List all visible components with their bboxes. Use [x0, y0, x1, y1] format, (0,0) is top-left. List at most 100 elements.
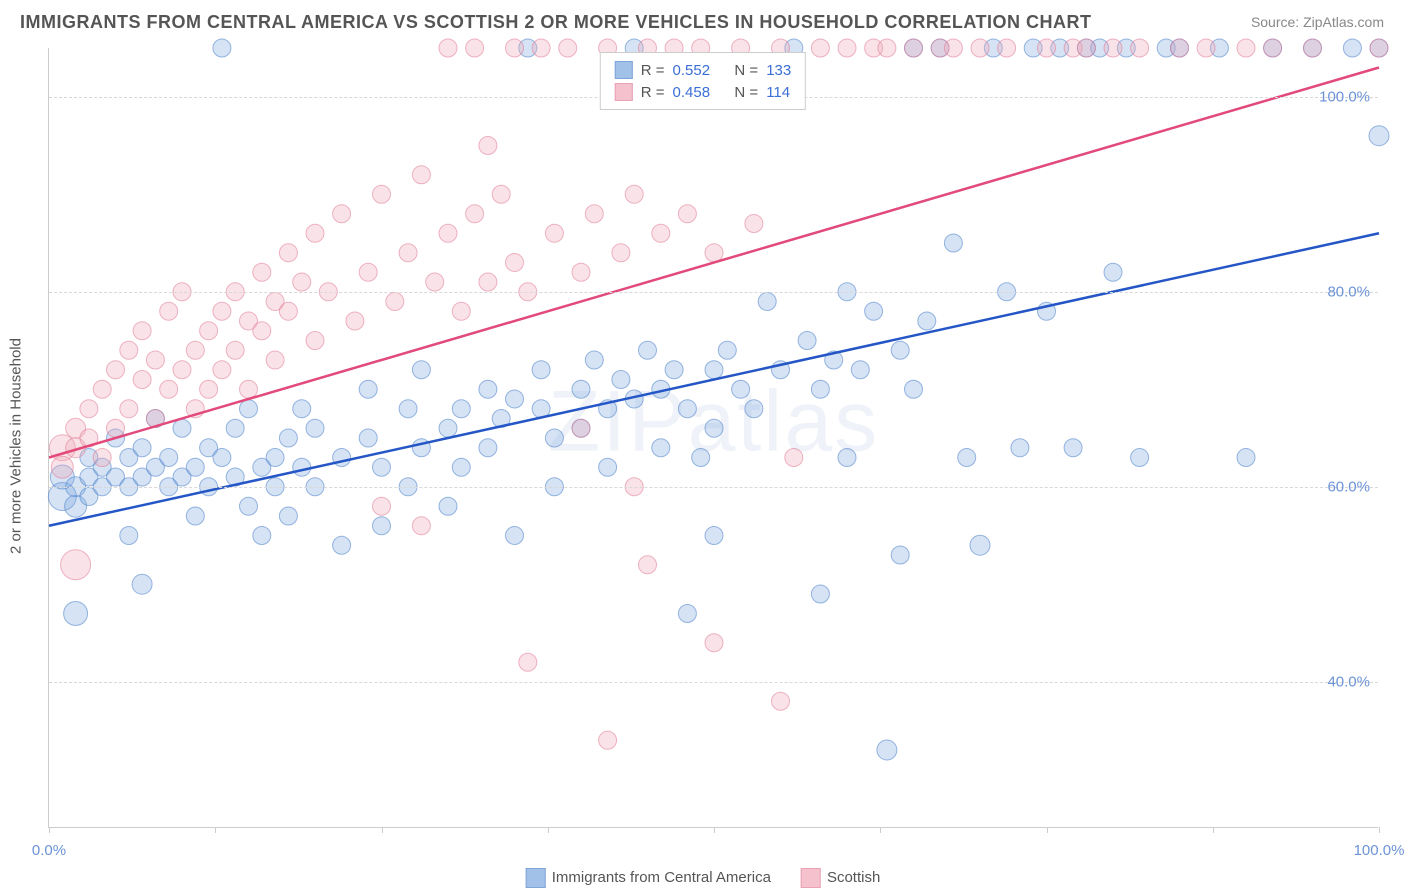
scatter-point — [160, 302, 178, 320]
scatter-point — [851, 361, 869, 379]
legend-label: Immigrants from Central America — [552, 869, 771, 886]
scatter-point — [918, 312, 936, 330]
scatter-point — [93, 449, 111, 467]
scatter-point — [572, 263, 590, 281]
scatter-point — [186, 341, 204, 359]
scatter-point — [279, 244, 297, 262]
scatter-point — [93, 380, 111, 398]
scatter-point — [80, 400, 98, 418]
stats-legend-box: R =0.552 N =133R =0.458 N =114 — [600, 52, 806, 110]
scatter-point — [652, 439, 670, 457]
scatter-point — [373, 497, 391, 515]
scatter-point — [811, 380, 829, 398]
scatter-point — [279, 302, 297, 320]
scatter-point — [678, 205, 696, 223]
scatter-point — [678, 605, 696, 623]
scatter-point — [678, 400, 696, 418]
scatter-point — [333, 205, 351, 223]
x-tick — [714, 827, 715, 833]
scatter-point — [107, 419, 125, 437]
scatter-point — [439, 419, 457, 437]
scatter-point — [333, 536, 351, 554]
scatter-point — [1038, 39, 1056, 57]
scatter-point — [612, 371, 630, 389]
y-tick-label: 80.0% — [1327, 283, 1370, 300]
n-value: 114 — [766, 84, 790, 101]
trend-line — [49, 68, 1379, 458]
scatter-point — [132, 574, 152, 594]
scatter-point — [173, 361, 191, 379]
legend-swatch — [615, 83, 633, 101]
scatter-point — [1304, 39, 1322, 57]
scatter-point — [665, 361, 683, 379]
scatter-point — [133, 439, 151, 457]
scatter-point — [186, 458, 204, 476]
scatter-point — [1264, 39, 1282, 57]
bottom-legend: Immigrants from Central AmericaScottish — [526, 868, 881, 888]
scatter-point — [1237, 39, 1255, 57]
scatter-point — [439, 497, 457, 515]
scatter-point — [213, 302, 231, 320]
r-value: 0.552 — [673, 62, 711, 79]
scatter-point — [585, 351, 603, 369]
x-tick — [382, 827, 383, 833]
r-label: R = — [641, 84, 665, 101]
scatter-point — [572, 380, 590, 398]
scatter-point — [399, 244, 417, 262]
scatter-point — [612, 244, 630, 262]
scatter-point — [266, 449, 284, 467]
scatter-point — [359, 429, 377, 447]
scatter-point — [160, 380, 178, 398]
plot-area: ZIPatlas 40.0%60.0%80.0%100.0% 0.0%100.0… — [48, 48, 1378, 828]
scatter-point — [373, 185, 391, 203]
scatter-point — [133, 371, 151, 389]
scatter-point — [359, 263, 377, 281]
scatter-point — [1197, 39, 1215, 57]
scatter-point — [173, 419, 191, 437]
scatter-point — [213, 39, 231, 57]
scatter-point — [944, 39, 962, 57]
scatter-point — [359, 380, 377, 398]
scatter-point — [1237, 449, 1255, 467]
scatter-point — [838, 39, 856, 57]
scatter-point — [160, 449, 178, 467]
scatter-point — [599, 731, 617, 749]
scatter-point — [970, 535, 990, 555]
scatter-point — [213, 361, 231, 379]
scatter-point — [120, 400, 138, 418]
scatter-point — [705, 419, 723, 437]
scatter-point — [279, 429, 297, 447]
scatter-point — [639, 341, 657, 359]
scatter-point — [838, 449, 856, 467]
scatter-point — [1343, 39, 1361, 57]
y-tick-label: 60.0% — [1327, 478, 1370, 495]
scatter-point — [253, 527, 271, 545]
scatter-point — [877, 740, 897, 760]
scatter-point — [373, 458, 391, 476]
x-tick — [215, 827, 216, 833]
scatter-point — [293, 400, 311, 418]
scatter-point — [306, 332, 324, 350]
source-label: Source: ZipAtlas.com — [1251, 14, 1384, 30]
scatter-point — [639, 556, 657, 574]
scatter-point — [439, 39, 457, 57]
r-label: R = — [641, 62, 665, 79]
n-label: N = — [734, 62, 758, 79]
scatter-point — [213, 449, 231, 467]
scatter-point — [200, 380, 218, 398]
scatter-point — [971, 39, 989, 57]
x-tick — [880, 827, 881, 833]
scatter-point — [905, 380, 923, 398]
n-label: N = — [734, 84, 758, 101]
scatter-point — [1370, 39, 1388, 57]
scatter-point — [705, 527, 723, 545]
scatter-point — [891, 546, 909, 564]
scatter-point — [506, 527, 524, 545]
scatter-point — [705, 634, 723, 652]
scatter-point — [479, 439, 497, 457]
plot-svg — [49, 48, 1378, 827]
y-axis-label: 2 or more Vehicles in Household — [8, 338, 25, 554]
scatter-point — [958, 449, 976, 467]
scatter-point — [120, 341, 138, 359]
scatter-point — [226, 419, 244, 437]
